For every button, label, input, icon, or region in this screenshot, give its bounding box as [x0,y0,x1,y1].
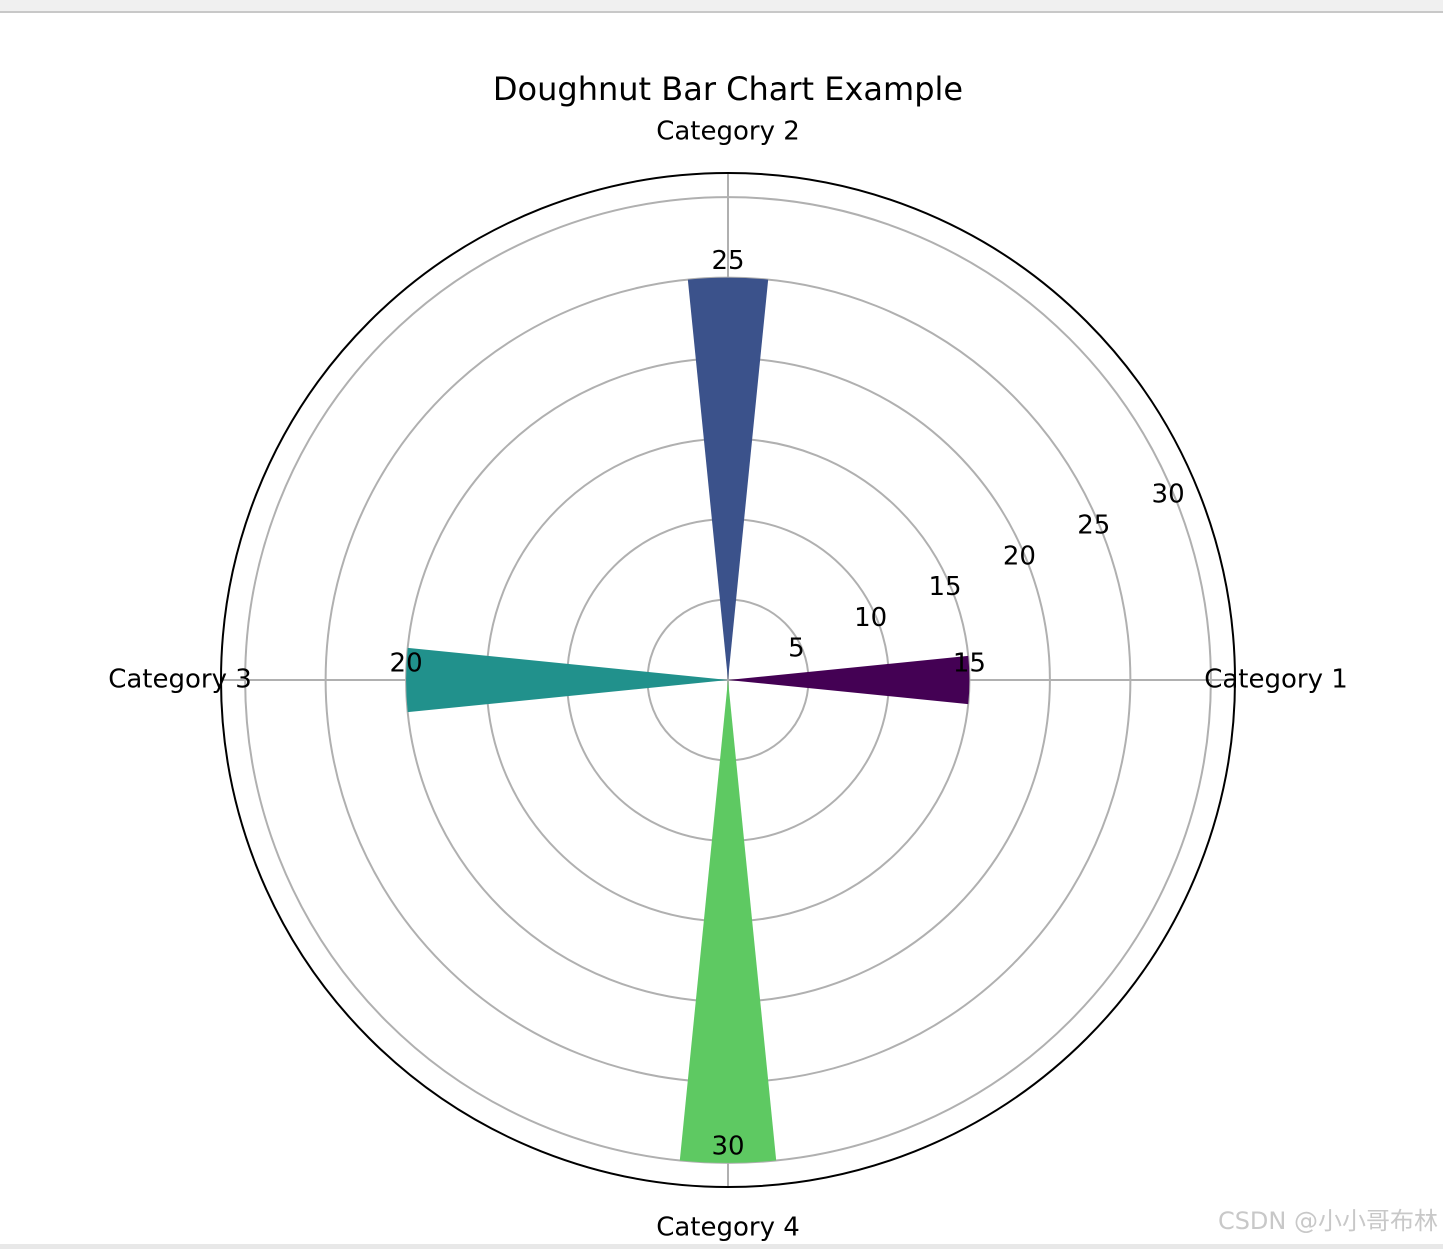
chart-title: Doughnut Bar Chart Example [493,70,963,108]
grid-circle [244,196,1212,1164]
bar [687,277,769,680]
bar [679,680,777,1163]
r-tick-label: 30 [1152,480,1185,510]
value-label: 25 [711,246,744,276]
value-label: 20 [390,649,423,679]
r-tick-label: 25 [1077,511,1110,541]
polar-spine [220,172,1236,1188]
value-label: 15 [953,649,986,679]
bar [728,655,970,705]
toolbar [0,0,1443,12]
r-tick-label: 20 [1003,541,1036,571]
category-label: Category 2 [656,117,800,147]
r-tick-label: 15 [929,572,962,602]
watermark: CSDN @小小哥布林 [1218,1207,1438,1235]
category-label: Category 3 [108,665,252,695]
category-label: Category 1 [1204,665,1348,695]
value-label: 30 [711,1131,744,1161]
status-bar [0,1244,1443,1249]
bar [406,647,728,713]
r-tick-label: 5 [788,634,805,664]
r-tick-label: 10 [854,603,887,633]
category-label: Category 4 [656,1213,800,1243]
